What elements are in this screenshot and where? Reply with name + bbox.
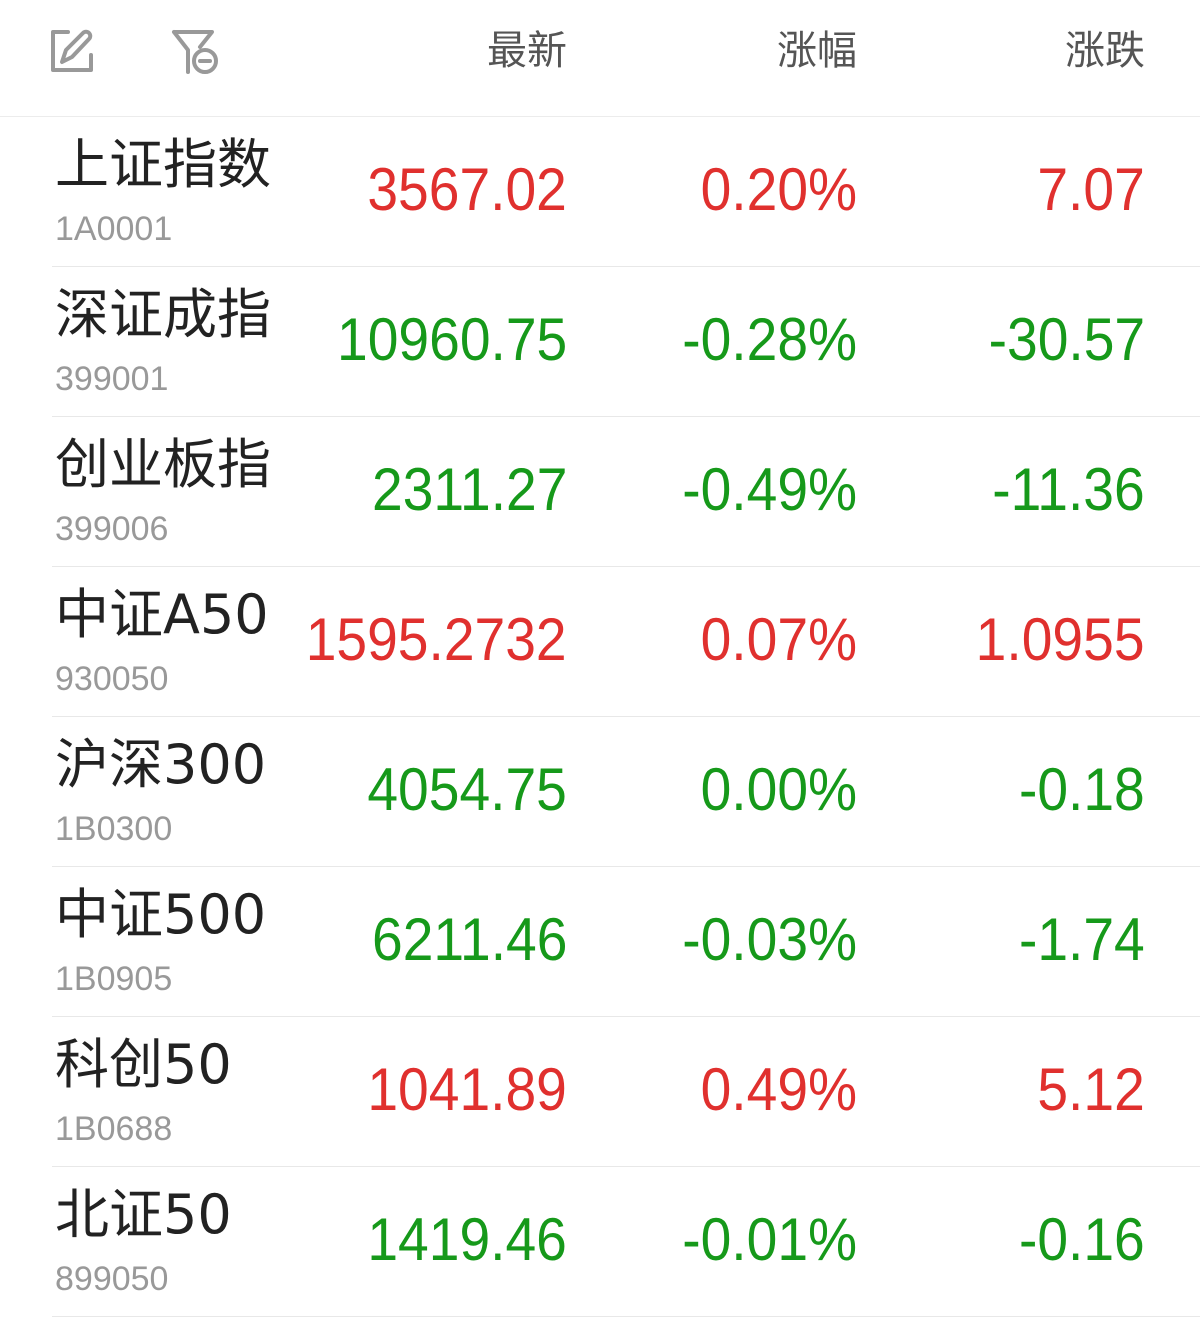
table-row[interactable]: 中证500 1B0905 6211.46 -0.03% -1.74 bbox=[0, 867, 1200, 1017]
index-code: 930050 bbox=[55, 660, 169, 698]
index-name: 北证50 bbox=[55, 1183, 232, 1246]
index-code: 1B0905 bbox=[55, 960, 173, 998]
index-code: 1A0001 bbox=[55, 210, 173, 248]
row-divider bbox=[52, 566, 1200, 567]
row-divider bbox=[52, 716, 1200, 717]
index-name: 创业板指 bbox=[55, 433, 271, 496]
table-row[interactable]: 中证A50 930050 1595.2732 0.07% 1.0955 bbox=[0, 567, 1200, 717]
index-code: 1B0300 bbox=[55, 810, 173, 848]
latest-price: 3567.02 bbox=[367, 156, 567, 223]
change-amount: -0.16 bbox=[1019, 1206, 1145, 1273]
latest-price: 6211.46 bbox=[371, 906, 567, 973]
latest-price: 4054.75 bbox=[367, 756, 567, 823]
change-amount: -30.57 bbox=[988, 306, 1145, 373]
column-header-price[interactable]: 最新 bbox=[487, 28, 567, 74]
row-divider bbox=[52, 416, 1200, 417]
latest-price: 2311.27 bbox=[371, 456, 567, 523]
table-row[interactable]: 沪深300 1B0300 4054.75 0.00% -0.18 bbox=[0, 717, 1200, 867]
change-percent: 0.20% bbox=[700, 156, 857, 223]
index-name: 中证500 bbox=[55, 883, 267, 946]
table-row[interactable]: 科创50 1B0688 1041.89 0.49% 5.12 bbox=[0, 1017, 1200, 1167]
column-header-change[interactable]: 涨跌 bbox=[1065, 28, 1145, 74]
index-code: 1B0688 bbox=[55, 1110, 173, 1148]
index-name: 深证成指 bbox=[55, 283, 271, 346]
index-name: 上证指数 bbox=[55, 133, 271, 196]
index-name: 沪深300 bbox=[55, 733, 267, 796]
latest-price: 1041.89 bbox=[367, 1056, 567, 1123]
latest-price: 1595.2732 bbox=[306, 606, 567, 673]
change-amount: 1.0955 bbox=[976, 606, 1145, 673]
index-code: 399001 bbox=[55, 360, 169, 398]
change-amount: 7.07 bbox=[1037, 156, 1145, 223]
change-amount: 5.12 bbox=[1037, 1056, 1145, 1123]
edit-icon[interactable] bbox=[48, 26, 98, 76]
latest-price: 10960.75 bbox=[336, 306, 567, 373]
change-amount: -11.36 bbox=[992, 456, 1145, 523]
list-header: 最新 涨幅 涨跌 bbox=[0, 0, 1200, 117]
row-divider bbox=[52, 1016, 1200, 1017]
change-percent: -0.01% bbox=[682, 1206, 857, 1273]
change-amount: -0.18 bbox=[1019, 756, 1145, 823]
index-name: 中证A50 bbox=[55, 583, 269, 646]
table-row[interactable]: 上证指数 1A0001 3567.02 0.20% 7.07 bbox=[0, 117, 1200, 267]
change-percent: -0.28% bbox=[682, 306, 857, 373]
table-row[interactable]: 创业板指 399006 2311.27 -0.49% -11.36 bbox=[0, 417, 1200, 567]
column-header-pct[interactable]: 涨幅 bbox=[777, 28, 857, 74]
index-name: 科创50 bbox=[55, 1033, 232, 1096]
table-row[interactable]: 北证50 899050 1419.46 -0.01% -0.16 bbox=[0, 1167, 1200, 1317]
row-divider bbox=[52, 1316, 1200, 1317]
change-percent: 0.07% bbox=[700, 606, 857, 673]
index-code: 399006 bbox=[55, 510, 169, 548]
filter-remove-icon[interactable] bbox=[170, 26, 220, 76]
change-percent: -0.03% bbox=[682, 906, 857, 973]
change-amount: -1.74 bbox=[1019, 906, 1145, 973]
change-percent: 0.00% bbox=[700, 756, 857, 823]
table-row[interactable]: 深证成指 399001 10960.75 -0.28% -30.57 bbox=[0, 267, 1200, 417]
change-percent: -0.49% bbox=[682, 456, 857, 523]
row-divider bbox=[52, 1166, 1200, 1167]
row-divider bbox=[52, 866, 1200, 867]
change-percent: 0.49% bbox=[700, 1056, 857, 1123]
latest-price: 1419.46 bbox=[367, 1206, 567, 1273]
index-code: 899050 bbox=[55, 1260, 169, 1298]
row-divider bbox=[52, 266, 1200, 267]
